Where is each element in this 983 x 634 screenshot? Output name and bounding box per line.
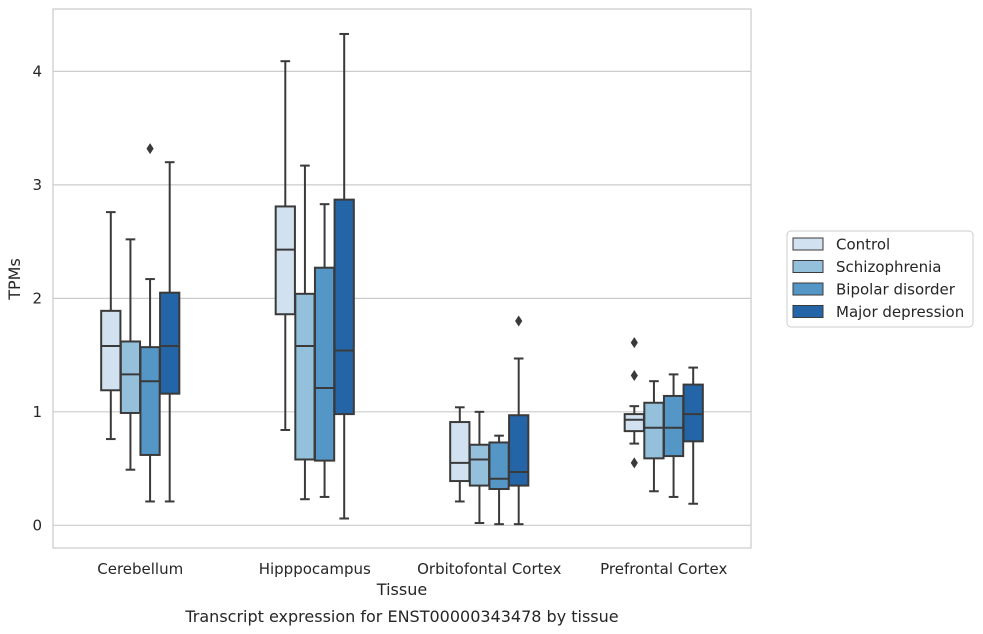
legend-swatch <box>792 237 824 251</box>
box-body <box>623 413 645 433</box>
box-body <box>468 443 491 487</box>
x-tick-label: Cerebellum <box>97 560 183 578</box>
outlier-point <box>515 315 523 327</box>
box-major-depression-3 <box>682 366 704 505</box>
plot-frame <box>52 8 752 549</box>
legend: Control Schizophrenia Bipolar disorder Majo… <box>786 230 974 328</box>
box-control-3 <box>623 337 645 469</box>
box-body <box>119 340 142 414</box>
legend-frame <box>786 230 974 328</box>
x-tick-label: Hipppocampus <box>259 560 371 578</box>
box-body <box>100 309 122 392</box>
box-body <box>274 205 296 316</box>
box-major-depression-2 <box>508 315 530 526</box>
y-tick-label: 1 <box>32 403 42 421</box>
legend-swatch <box>792 260 824 273</box>
outlier-point <box>630 457 638 469</box>
legend-label: Bipolar disorder <box>836 281 956 299</box>
box-bipolar-disorder-2 <box>488 434 510 526</box>
box-bipolar-disorder-1 <box>313 203 336 498</box>
y-tick-label: 3 <box>32 176 42 194</box>
box-body <box>449 421 471 483</box>
box-schizophrenia-1 <box>294 164 316 501</box>
y-tick-labels: 0 1 2 3 4 <box>32 62 42 534</box>
legend-label: Schizophrenia <box>836 258 941 276</box>
x-tick-label: Orbitofontal Cortex <box>417 560 561 578</box>
y-axis-label: TPMs <box>5 258 24 301</box>
box-body <box>139 346 161 456</box>
box-control-2 <box>449 406 471 503</box>
outlier-point <box>146 143 154 155</box>
box-body <box>682 383 704 443</box>
box-body <box>159 291 181 395</box>
box-body <box>333 198 355 416</box>
legend-label: Control <box>836 236 890 254</box>
box-body <box>643 401 665 460</box>
box-body <box>294 292 316 461</box>
legend-label: Major depression <box>836 303 964 321</box>
box-schizophrenia-3 <box>643 380 665 493</box>
outlier-point <box>630 337 638 349</box>
box-major-depression-0 <box>159 161 181 503</box>
y-tick-label: 2 <box>32 289 42 307</box>
x-axis-label: Tissue <box>376 580 427 599</box>
box-bipolar-disorder-0 <box>139 143 161 503</box>
legend-swatch <box>792 305 824 318</box>
legend-swatch <box>792 282 824 296</box>
y-tick-label: 0 <box>32 516 42 534</box>
box-control-1 <box>274 60 296 431</box>
box-bipolar-disorder-3 <box>662 373 685 498</box>
chart-caption: Transcript expression for ENST0000034347… <box>184 607 618 626</box>
box-body <box>508 414 530 487</box>
box-body <box>488 441 510 490</box>
x-tick-labels: Cerebellum Hipppocampus Orbitofontal Corte… <box>97 560 727 578</box>
box-schizophrenia-0 <box>119 238 142 471</box>
x-tick-label: Prefrontal Cortex <box>600 560 727 578</box>
box-body <box>313 266 336 462</box>
box-schizophrenia-2 <box>468 410 491 525</box>
box-major-depression-1 <box>333 32 355 520</box>
outlier-point <box>630 370 638 382</box>
box-series <box>100 32 704 526</box>
box-body <box>662 394 685 458</box>
y-tick-label: 4 <box>32 62 42 80</box>
box-control-0 <box>100 211 122 441</box>
